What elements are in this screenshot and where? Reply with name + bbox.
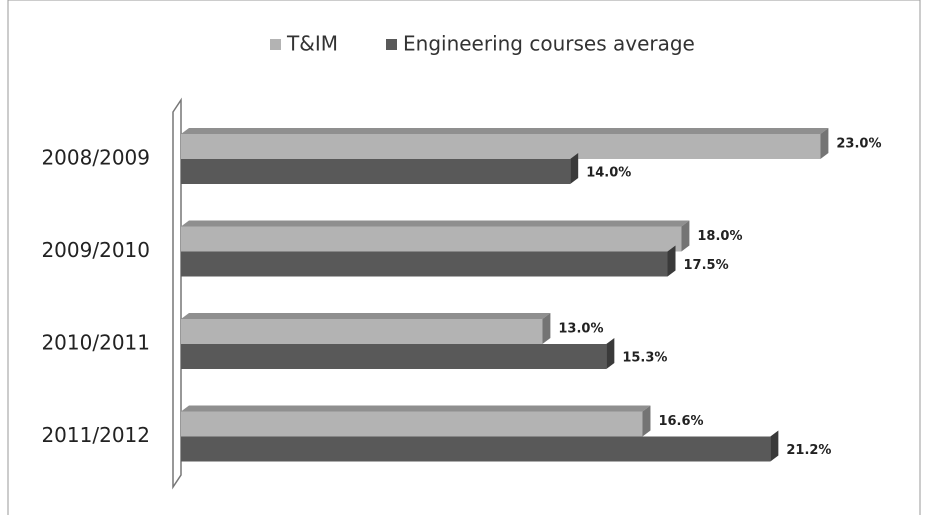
bar xyxy=(181,436,771,462)
value-label: 17.5% xyxy=(684,258,729,273)
bar-side xyxy=(770,430,779,462)
bar-side xyxy=(820,128,829,159)
bar xyxy=(181,319,543,344)
bar-top xyxy=(181,220,690,227)
bar-side xyxy=(667,245,676,277)
chart-frame xyxy=(7,0,921,515)
bar-side xyxy=(606,338,615,369)
bar-side xyxy=(642,405,651,437)
bar-side xyxy=(570,153,579,184)
value-label: 15.3% xyxy=(622,351,667,366)
bar-side xyxy=(542,313,551,344)
bar-side xyxy=(681,220,690,252)
y-tick-label: 2009/2010 xyxy=(41,238,150,262)
legend-label: Engineering courses average xyxy=(403,32,695,56)
bar xyxy=(181,251,668,277)
value-label: 13.0% xyxy=(558,322,603,337)
value-label: 14.0% xyxy=(586,166,631,181)
value-label: 18.0% xyxy=(697,229,742,244)
value-label: 21.2% xyxy=(786,443,831,458)
y-tick-label: 2010/2011 xyxy=(41,331,150,355)
bar xyxy=(181,159,571,184)
bar xyxy=(181,226,682,252)
value-label: 23.0% xyxy=(836,137,881,152)
axis-wall xyxy=(172,97,182,490)
legend-label: T&IM xyxy=(286,32,338,56)
bar xyxy=(181,134,821,159)
y-tick-label: 2011/2012 xyxy=(41,423,150,447)
bar xyxy=(181,344,607,369)
bar-top xyxy=(181,128,829,134)
bar xyxy=(181,411,643,437)
y-tick-label: 2008/2009 xyxy=(41,146,150,170)
bar-top xyxy=(181,405,651,412)
value-label: 16.6% xyxy=(658,414,703,429)
legend-swatch xyxy=(270,39,281,50)
legend-swatch xyxy=(386,39,397,50)
bar-top xyxy=(181,313,551,319)
